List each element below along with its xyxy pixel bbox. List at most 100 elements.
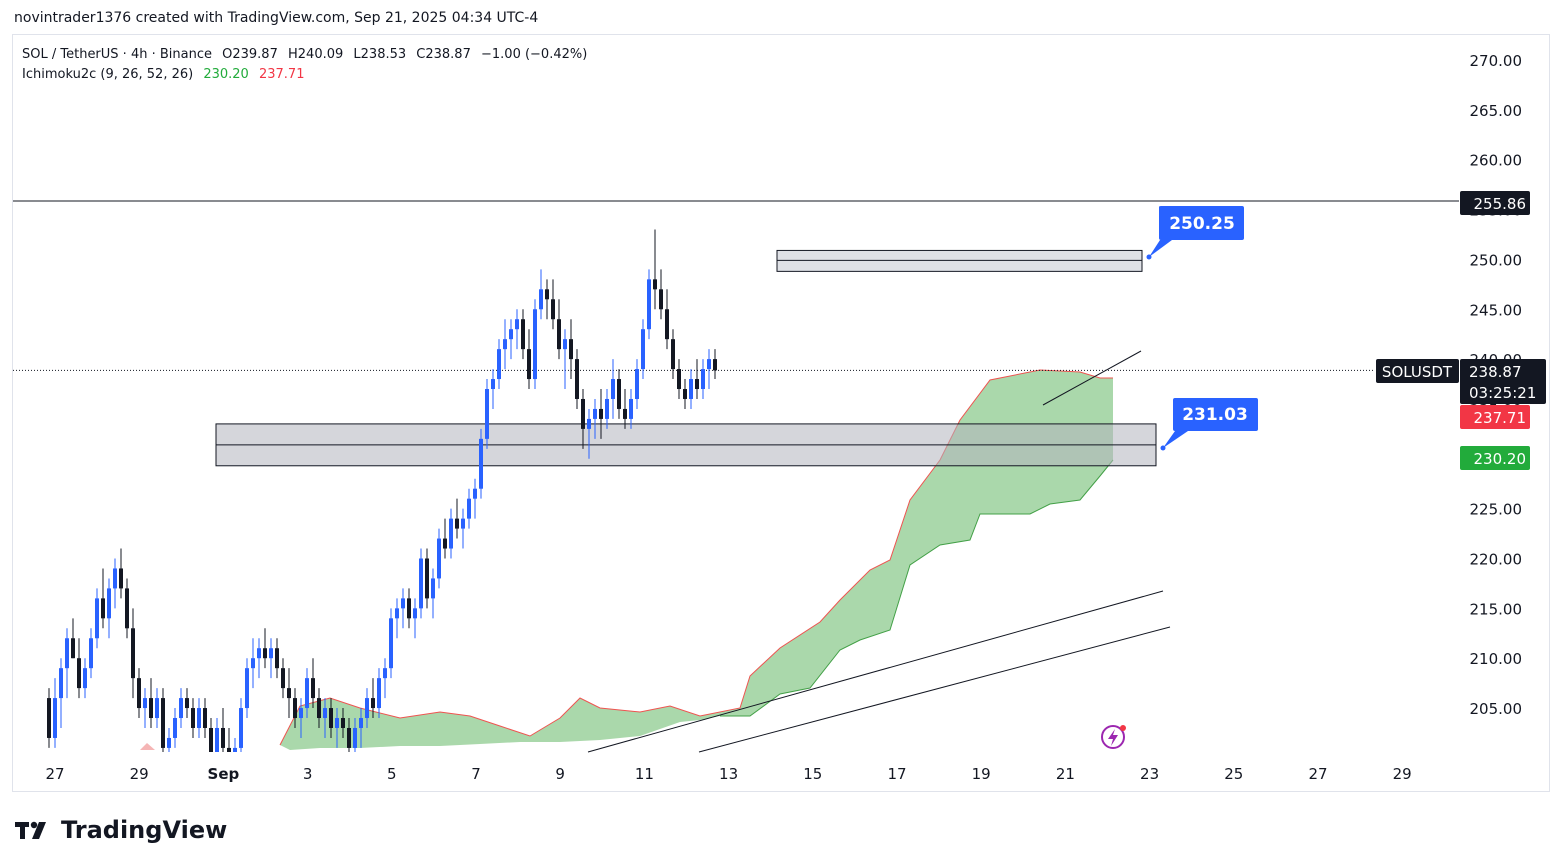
candle-body[interactable]: [293, 698, 297, 719]
candle-body[interactable]: [671, 339, 675, 370]
candle-body[interactable]: [245, 668, 249, 709]
candle-body[interactable]: [143, 698, 147, 709]
candle-body[interactable]: [347, 727, 351, 748]
candle-body[interactable]: [119, 568, 123, 589]
candle-body[interactable]: [365, 698, 369, 719]
candle-body[interactable]: [587, 418, 591, 429]
candle-body[interactable]: [479, 438, 483, 489]
candle-body[interactable]: [593, 408, 597, 419]
candle-body[interactable]: [401, 598, 405, 609]
channel-line-lower[interactable]: [698, 626, 1171, 753]
candle-body[interactable]: [461, 518, 465, 529]
candle-body[interactable]: [299, 708, 303, 719]
candle-body[interactable]: [233, 747, 237, 778]
candle-body[interactable]: [689, 379, 693, 399]
candle-body[interactable]: [467, 498, 471, 519]
candle-body[interactable]: [545, 289, 549, 300]
candle-body[interactable]: [59, 668, 63, 699]
candle-body[interactable]: [341, 718, 345, 728]
candle-body[interactable]: [83, 668, 87, 689]
candle-body[interactable]: [683, 389, 687, 399]
candle-body[interactable]: [455, 518, 459, 529]
chart-frame[interactable]: [12, 34, 1550, 792]
candle-body[interactable]: [107, 588, 111, 619]
candle-body[interactable]: [215, 727, 219, 758]
channel-line-upper[interactable]: [587, 590, 1164, 753]
callout-upper-text[interactable]: 250.25: [1169, 214, 1235, 234]
candle-body[interactable]: [569, 339, 573, 360]
candle-body[interactable]: [695, 379, 699, 390]
candle-body[interactable]: [647, 279, 651, 330]
candle-body[interactable]: [179, 698, 183, 719]
candle-body[interactable]: [605, 398, 609, 419]
candle-body[interactable]: [611, 379, 615, 399]
candle-body[interactable]: [491, 379, 495, 390]
candle-body[interactable]: [713, 359, 717, 371]
callout-lower-text[interactable]: 231.03: [1182, 405, 1248, 425]
candle-body[interactable]: [437, 538, 441, 579]
candle-body[interactable]: [185, 698, 189, 709]
candle-body[interactable]: [485, 389, 489, 439]
candle-body[interactable]: [599, 408, 603, 419]
candle-body[interactable]: [359, 718, 363, 728]
candle-body[interactable]: [323, 708, 327, 719]
candle-body[interactable]: [149, 698, 153, 719]
candle-body[interactable]: [353, 727, 357, 748]
candle-body[interactable]: [503, 339, 507, 350]
candle-body[interactable]: [635, 369, 639, 399]
ascending-trendline[interactable]: [1042, 350, 1142, 406]
candle-body[interactable]: [413, 608, 417, 619]
candle-body[interactable]: [575, 359, 579, 399]
candle-body[interactable]: [95, 598, 99, 639]
candle-body[interactable]: [335, 718, 339, 728]
candle-body[interactable]: [389, 618, 393, 669]
candle-body[interactable]: [527, 349, 531, 380]
candle-body[interactable]: [161, 698, 165, 748]
candle-body[interactable]: [239, 708, 243, 748]
candle-body[interactable]: [515, 319, 519, 330]
candle-body[interactable]: [383, 668, 387, 679]
candle-body[interactable]: [77, 658, 81, 689]
candle-body[interactable]: [539, 289, 543, 310]
candle-body[interactable]: [707, 359, 711, 370]
symbol-tag[interactable]: SOLUSDT: [1382, 363, 1453, 381]
candle-body[interactable]: [617, 379, 621, 409]
candle-body[interactable]: [197, 708, 201, 728]
indicator-name[interactable]: Ichimoku2c (9, 26, 52, 26): [22, 67, 194, 82]
candle-body[interactable]: [173, 718, 177, 738]
candle-body[interactable]: [641, 329, 645, 370]
candle-body[interactable]: [281, 668, 285, 689]
candle-body[interactable]: [653, 279, 657, 290]
candle-body[interactable]: [581, 398, 585, 429]
candle-body[interactable]: [251, 658, 255, 669]
tradingview-logo[interactable]: TradingView: [15, 816, 227, 844]
candle-body[interactable]: [227, 747, 231, 778]
candle-body[interactable]: [311, 678, 315, 699]
candle-body[interactable]: [47, 698, 51, 738]
candle-body[interactable]: [275, 648, 279, 669]
candle-body[interactable]: [101, 598, 105, 619]
candle-body[interactable]: [125, 588, 129, 629]
candle-body[interactable]: [287, 688, 291, 699]
candle-body[interactable]: [521, 319, 525, 350]
candle-body[interactable]: [659, 289, 663, 310]
candle-body[interactable]: [377, 678, 381, 709]
symbol-title[interactable]: SOL / TetherUS · 4h · Binance: [22, 47, 212, 62]
candle-body[interactable]: [113, 568, 117, 589]
candle-body[interactable]: [53, 698, 57, 738]
candle-body[interactable]: [629, 398, 633, 419]
candle-body[interactable]: [701, 369, 705, 390]
candle-body[interactable]: [473, 488, 477, 499]
candle-body[interactable]: [557, 319, 561, 350]
candle-body[interactable]: [131, 628, 135, 679]
candle-body[interactable]: [431, 578, 435, 599]
candle-body[interactable]: [167, 737, 171, 748]
candle-body[interactable]: [677, 369, 681, 390]
candle-body[interactable]: [71, 638, 75, 659]
candle-body[interactable]: [329, 708, 333, 728]
candle-body[interactable]: [155, 698, 159, 719]
candle-body[interactable]: [221, 727, 225, 748]
candle-body[interactable]: [305, 678, 309, 709]
candle-body[interactable]: [65, 638, 69, 669]
